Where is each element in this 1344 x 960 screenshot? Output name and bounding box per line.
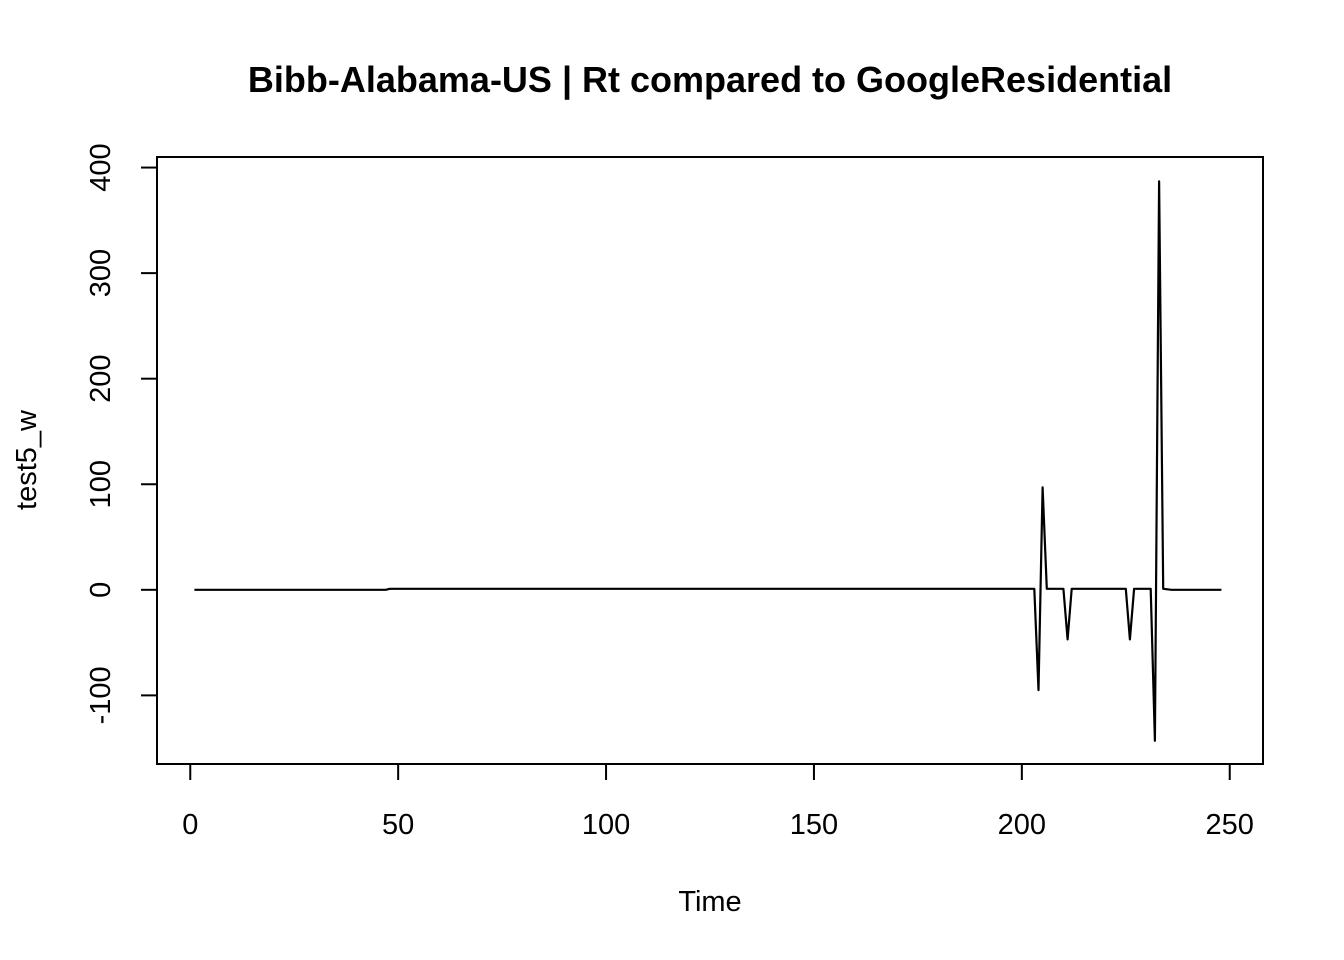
x-tick-label: 200 [998, 809, 1046, 841]
series-line [194, 180, 1222, 742]
x-tick-label: 0 [182, 809, 198, 841]
y-tick-label: 200 [85, 354, 117, 402]
x-tick-label: 250 [1206, 809, 1254, 841]
y-tick-label: 400 [85, 143, 117, 191]
x-axis: 0 50 100 150 200 250 [182, 763, 1254, 841]
y-axis: -100 0 100 200 300 400 [85, 143, 158, 724]
y-tick-label: 0 [85, 582, 117, 598]
y-tick-label: 300 [85, 249, 117, 297]
y-axis-label: test5_w [11, 409, 43, 510]
y-tick-label: -100 [85, 666, 117, 724]
x-tick-label: 150 [790, 809, 838, 841]
y-tick-label: 100 [85, 460, 117, 508]
series-group [194, 180, 1222, 742]
chart-title: Bibb-Alabama-US | Rt compared to GoogleR… [248, 59, 1172, 101]
x-tick-label: 100 [582, 809, 630, 841]
x-tick-label: 50 [382, 809, 414, 841]
plot-frame [156, 156, 1264, 765]
x-axis-label: Time [678, 886, 741, 918]
